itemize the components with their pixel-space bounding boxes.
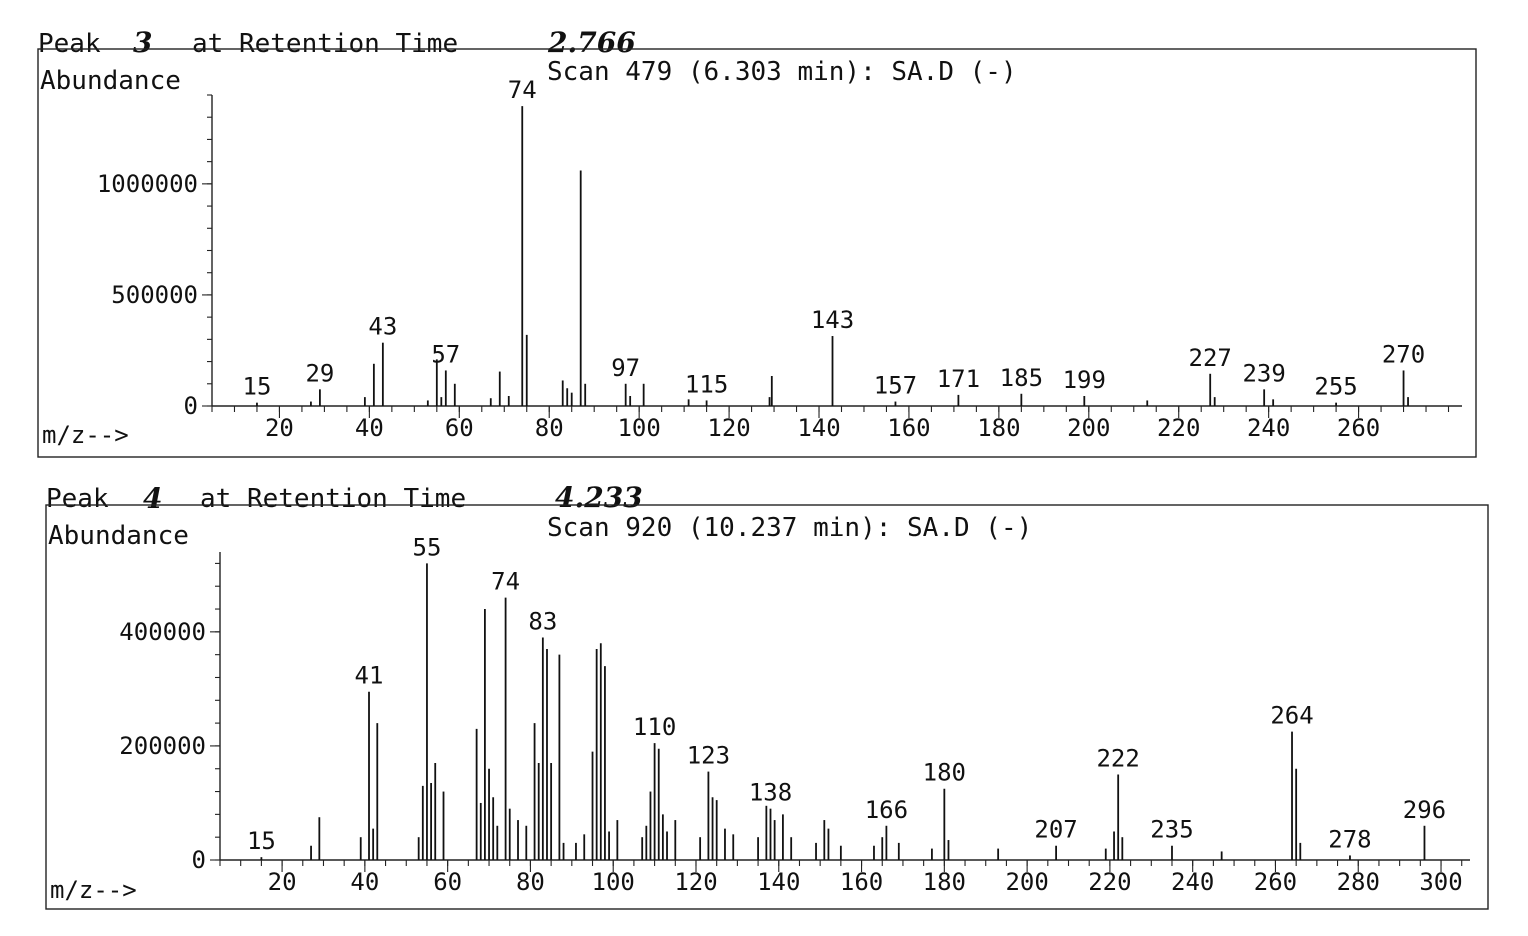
panel-1-title-prefix: Peak (38, 29, 101, 59)
peak-label: 171 (937, 365, 980, 393)
y-tick-label: 0 (192, 846, 206, 874)
peak-label: 43 (368, 313, 397, 341)
x-tick-label: 120 (707, 414, 750, 442)
x-tick-label: 60 (433, 868, 462, 896)
panel-1-retention-time: 2.766 (547, 26, 636, 59)
x-tick-label: 300 (1419, 868, 1462, 896)
spectrum-panel-peak-3: Peak 3 at Retention Time 2.766 Abundance… (37, 26, 1477, 458)
panel-1-frame (37, 48, 1477, 458)
panel-1-x-ticks: 20 40 60 80 100 120 140 160 180 200 220 240 260 (265, 406, 1380, 442)
panel-2-frame (45, 504, 1489, 910)
x-tick-label: 220 (1157, 414, 1200, 442)
panel-2-title-mid: at Retention Time (200, 484, 466, 514)
x-tick-label: 140 (797, 414, 840, 442)
panel-2-peaks (260, 563, 1426, 860)
panel-2-retention-time: 4.233 (555, 481, 643, 514)
x-tick-label: 20 (268, 868, 297, 896)
x-tick-label: 100 (617, 414, 660, 442)
x-tick-label: 80 (535, 414, 564, 442)
peak-label: 123 (687, 742, 730, 770)
x-tick-label: 240 (1247, 414, 1290, 442)
peak-label: 227 (1189, 344, 1232, 372)
x-tick-label: 180 (923, 868, 966, 896)
panel-2-y-axis-label: Abundance (48, 521, 189, 551)
peak-label: 138 (749, 779, 792, 807)
x-tick-label: 200 (1067, 414, 1110, 442)
peak-label: 264 (1270, 702, 1313, 730)
panel-1-peak-labels: 15 29 43 57 74 97 115 143 157 171 185 199 227 239 255 2… (243, 76, 1426, 401)
peak-label: 55 (413, 533, 442, 561)
peak-label: 83 (528, 608, 557, 636)
panel-2-scan-label: Scan 920 (10.237 min): SA.D (-) (547, 513, 1032, 543)
peak-label: 15 (243, 373, 272, 401)
spectrum-panel-peak-4: Peak 4 at Retention Time 4.233 Abundance… (45, 481, 1489, 910)
panel-1-y-ticks: 0 500000 1000000 (97, 170, 212, 420)
x-tick-label: 20 (265, 414, 294, 442)
x-tick-label: 120 (674, 868, 717, 896)
x-tick-label: 220 (1088, 868, 1131, 896)
peak-label: 143 (811, 306, 854, 334)
panel-1-y-axis-label: Abundance (40, 66, 181, 96)
peak-label: 29 (305, 359, 334, 387)
y-tick-label: 0 (184, 392, 198, 420)
peak-label: 270 (1382, 340, 1425, 368)
panel-1-peaks (256, 106, 1409, 406)
y-tick-label: 200000 (119, 732, 206, 760)
peak-label: 207 (1034, 816, 1077, 844)
peak-label: 41 (355, 662, 384, 690)
peak-label: 180 (923, 759, 966, 787)
x-tick-label: 160 (840, 868, 883, 896)
panel-2-peak-number: 4 (143, 482, 162, 515)
x-tick-label: 260 (1337, 414, 1380, 442)
peak-label: 15 (247, 827, 276, 855)
panel-2-x-axis-label: m/z--> (50, 876, 137, 904)
peak-label: 222 (1096, 744, 1139, 772)
x-tick-label: 180 (977, 414, 1020, 442)
x-tick-label: 80 (516, 868, 545, 896)
x-tick-label: 60 (445, 414, 474, 442)
x-tick-label: 160 (887, 414, 930, 442)
peak-label: 166 (865, 796, 908, 824)
y-tick-label: 1000000 (97, 170, 198, 198)
x-tick-label: 100 (592, 868, 635, 896)
panel-2-x-ticks: 20 40 60 80 100 120 140 160 180 200 220 240 260 280 30… (268, 860, 1463, 896)
peak-label: 239 (1242, 359, 1285, 387)
peak-label: 110 (633, 713, 676, 741)
peak-label: 255 (1314, 373, 1357, 401)
peak-label: 74 (491, 568, 520, 596)
panel-2-y-ticks: 0 200000 400000 (119, 618, 220, 874)
peak-label: 74 (508, 76, 537, 104)
peak-label: 296 (1403, 796, 1446, 824)
x-tick-label: 240 (1171, 868, 1214, 896)
panel-2-title-prefix: Peak (46, 484, 109, 514)
panel-2-peak-labels: 15 41 55 74 83 110 123 138 166 180 207 222 235 264 278… (247, 533, 1446, 855)
peak-label: 199 (1063, 366, 1106, 394)
peak-label: 157 (874, 372, 917, 400)
x-tick-label: 40 (355, 414, 384, 442)
panel-2-axes (215, 552, 1470, 866)
peak-label: 97 (611, 354, 640, 382)
y-tick-label: 400000 (119, 618, 206, 646)
x-tick-label: 200 (1005, 868, 1048, 896)
peak-label: 278 (1328, 825, 1371, 853)
x-tick-label: 280 (1337, 868, 1380, 896)
panel-1-title-mid: at Retention Time (192, 29, 458, 59)
x-tick-label: 260 (1254, 868, 1297, 896)
peak-label: 115 (685, 370, 728, 398)
peak-label: 185 (1000, 364, 1043, 392)
panel-1-x-axis-label: m/z--> (42, 421, 129, 449)
peak-label: 57 (431, 340, 460, 368)
panel-1-scan-label: Scan 479 (6.303 min): SA.D (-) (547, 57, 1017, 87)
x-tick-label: 40 (350, 868, 379, 896)
peak-label: 235 (1150, 816, 1193, 844)
panel-1-peak-number: 3 (133, 26, 152, 59)
x-tick-label: 140 (757, 868, 800, 896)
y-tick-label: 500000 (111, 281, 198, 309)
